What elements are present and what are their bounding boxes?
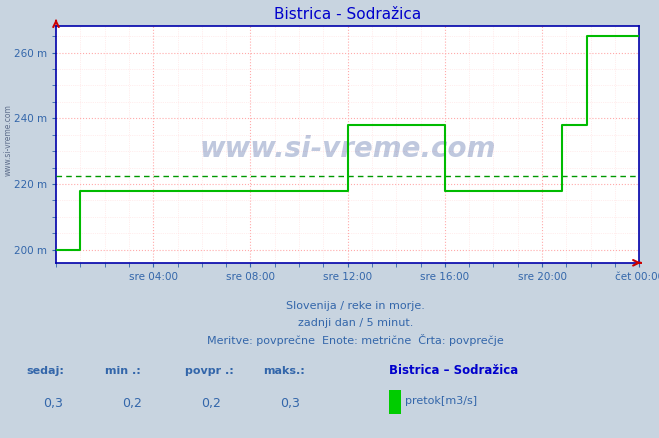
- Text: 0,3: 0,3: [43, 397, 63, 410]
- Text: 0,2: 0,2: [122, 397, 142, 410]
- Text: Bistrica – Sodražica: Bistrica – Sodražica: [389, 364, 518, 378]
- Text: www.si-vreme.com: www.si-vreme.com: [200, 135, 496, 163]
- Text: zadnji dan / 5 minut.: zadnji dan / 5 minut.: [298, 318, 414, 328]
- Title: Bistrica - Sodražica: Bistrica - Sodražica: [274, 7, 421, 22]
- Text: Slovenija / reke in morje.: Slovenija / reke in morje.: [287, 301, 425, 311]
- Text: min .:: min .:: [105, 367, 141, 377]
- Text: Meritve: povprečne  Enote: metrične  Črta: povprečje: Meritve: povprečne Enote: metrične Črta:…: [208, 334, 504, 346]
- Text: maks.:: maks.:: [264, 367, 305, 377]
- Text: 0,3: 0,3: [280, 397, 300, 410]
- Text: povpr .:: povpr .:: [185, 367, 233, 377]
- Text: sedaj:: sedaj:: [26, 367, 64, 377]
- Text: pretok[m3/s]: pretok[m3/s]: [405, 396, 477, 406]
- Text: 0,2: 0,2: [201, 397, 221, 410]
- Text: www.si-vreme.com: www.si-vreme.com: [3, 104, 13, 176]
